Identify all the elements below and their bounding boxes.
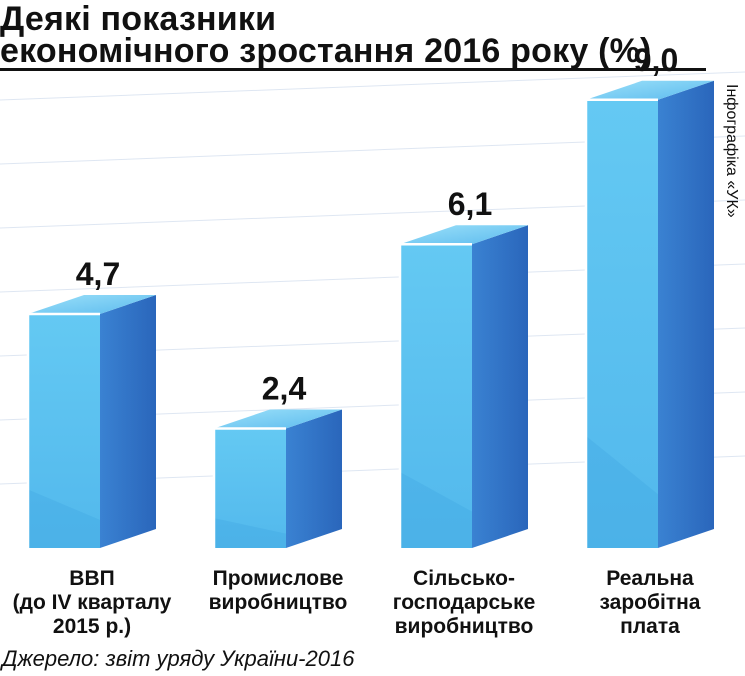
- bar-1: [26, 294, 156, 548]
- category-label-line: Сільсько-: [413, 567, 515, 590]
- bar-side-face: [472, 225, 528, 548]
- data-label: 6,1: [448, 186, 492, 222]
- category-label-line: виробництво: [395, 615, 534, 638]
- bar-shadow: [28, 489, 100, 548]
- bar-2: [212, 409, 342, 548]
- bar-top-face: [214, 409, 342, 429]
- category-label-line: 2015 р.): [53, 615, 131, 638]
- bar-top-face: [586, 80, 714, 100]
- bar-front-face: [586, 99, 658, 549]
- category-label: Сільсько-господарське виробництво: [393, 567, 536, 638]
- bar-top-face: [28, 294, 156, 314]
- data-label: 4,7: [76, 256, 120, 292]
- bar-shadow: [214, 518, 286, 548]
- bar-front-face: [28, 313, 100, 548]
- title-underline: [0, 68, 706, 71]
- chart-title-line-2: економічного зростання 2016 року (%): [0, 32, 652, 70]
- bar-front-face: [400, 244, 472, 548]
- category-label: Реальна заробітна плата: [600, 567, 701, 638]
- infographic-credit: Інфографіка «УК»: [723, 84, 740, 218]
- bar-side-face: [658, 80, 714, 549]
- category-labels: ВВП (до IV кварталу 2015 р.)Промислове виро…: [13, 567, 701, 638]
- category-label-line: ВВП: [69, 567, 114, 590]
- bar-edge-highlight: [584, 98, 658, 548]
- bar-side-face: [100, 294, 156, 548]
- gridline: [0, 71, 745, 101]
- category-label-line: Промислове: [213, 567, 344, 590]
- bar-edge-highlight: [398, 242, 472, 548]
- bars: [26, 80, 714, 549]
- data-labels: 4,7 2,4 6,1 9,0: [76, 42, 678, 407]
- bar-top-face: [400, 225, 528, 245]
- data-label: 2,4: [262, 370, 307, 406]
- bar-shadow: [586, 435, 658, 548]
- category-label-line: (до IV кварталу: [13, 591, 172, 614]
- bar-side-face: [286, 409, 342, 548]
- source-note: Джерело: звіт уряду України-2016: [2, 646, 355, 671]
- chart-title-line-1: Деякі показники: [0, 0, 277, 38]
- bar-front-face: [214, 428, 286, 548]
- bar-3: [398, 225, 528, 548]
- bar-edge-highlight: [212, 427, 286, 548]
- bar-shadow: [400, 472, 472, 548]
- category-label-line: плата: [620, 615, 680, 638]
- bar-edge-highlight: [26, 312, 100, 548]
- category-label-line: Реальна: [606, 567, 694, 590]
- data-label: 9,0: [634, 42, 678, 78]
- category-label: ВВП (до IV кварталу 2015 р.): [13, 567, 172, 638]
- category-label-line: виробництво: [209, 591, 348, 614]
- bar-4: [584, 80, 714, 549]
- category-label-line: заробітна: [600, 591, 701, 614]
- category-label-line: господарське: [393, 591, 536, 614]
- category-label: Промислове виробництво: [209, 567, 348, 614]
